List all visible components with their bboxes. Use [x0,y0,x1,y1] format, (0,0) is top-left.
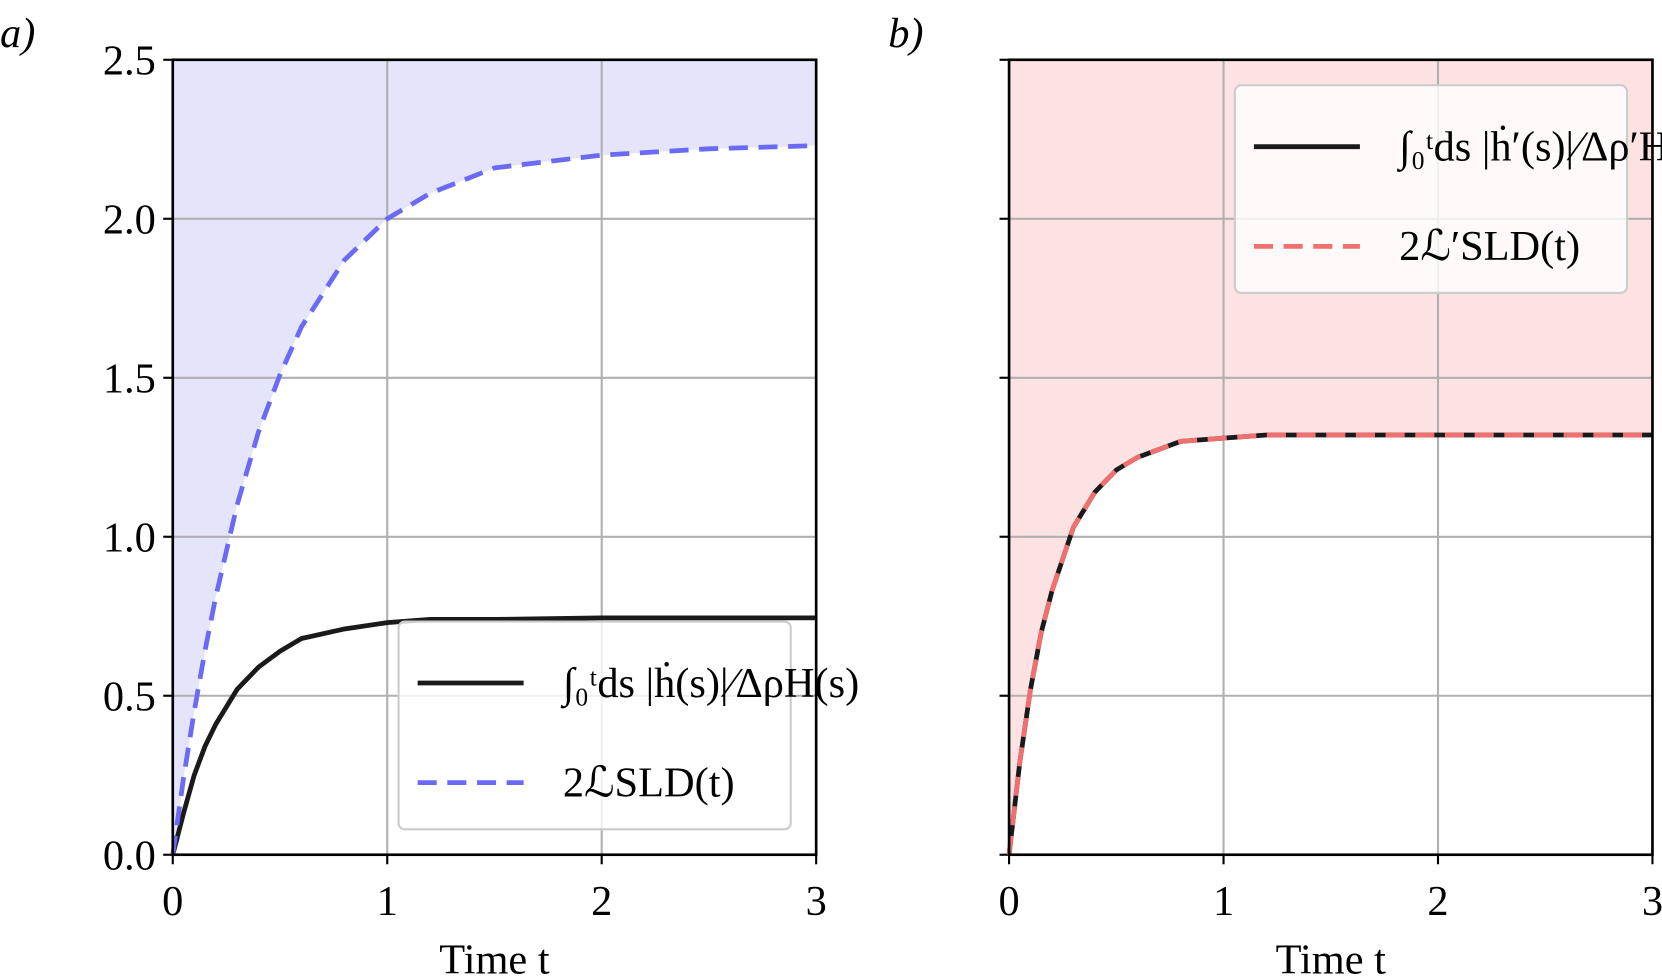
x-tick-label: 1 [1213,878,1234,925]
x-tick-label: 2 [1427,878,1448,925]
x-tick-label: 3 [806,878,827,925]
shaded-region [172,59,817,855]
panel-label: a) [0,10,35,57]
legend: ∫₀ᵗds |ḣ′(s)|⁄Δρ′H(s) 2ℒ′SLD(t) [1233,84,1662,295]
legend-label: 2ℒ′SLD(t) [1399,223,1580,270]
y-tick-label: 2.0 [103,197,156,244]
y-tick-label: 1.5 [103,356,156,403]
x-tick-label: 1 [377,878,398,925]
panel-label: b) [888,10,923,57]
x-tick-label: 2 [591,878,612,925]
legend-label: 2ℒSLD(t) [563,759,735,806]
line-series [170,143,817,856]
line-series [1006,432,1653,856]
legend-box [397,620,792,831]
y-tick-label: 1.0 [103,515,156,562]
x-tick-label: 0 [998,878,1019,925]
x-tick-label: 3 [1642,878,1662,925]
legend: ∫₀ᵗds |ḣ(s)|⁄ΔρH(s) 2ℒSLD(t) [397,620,859,831]
axes-frame [1007,58,1654,857]
x-tick-label: 0 [162,878,183,925]
y-tick-label: 0.0 [103,833,156,880]
x-axis-label: Time t [439,936,550,976]
line-series [170,615,817,856]
axes-frame [171,58,818,857]
line-series [1006,432,1653,856]
y-tick-label: 0.5 [103,674,156,721]
x-axis-label: Time t [1276,936,1387,976]
legend-box [1233,84,1629,295]
legend-label: ∫₀ᵗds |ḣ(s)|⁄ΔρH(s) [560,660,859,709]
y-tick-label: 2.5 [103,38,156,85]
legend-label: ∫₀ᵗds |ḣ′(s)|⁄Δρ′H(s) [1396,123,1662,172]
